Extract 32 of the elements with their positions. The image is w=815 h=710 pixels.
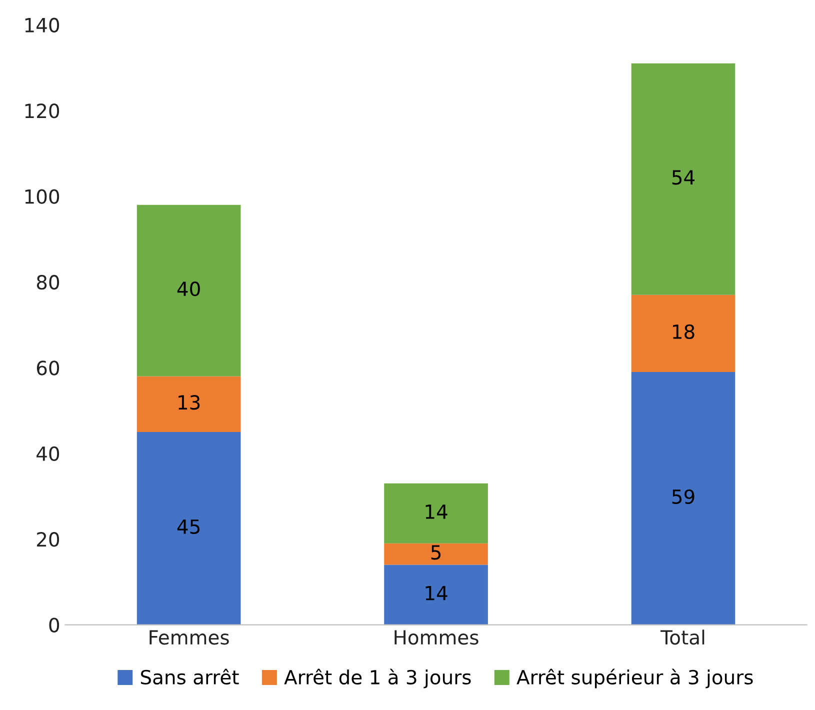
- bar: [136, 376, 241, 432]
- bar: [631, 294, 736, 372]
- legend-label: Sans arrêt: [140, 668, 239, 685]
- bar: [384, 543, 488, 565]
- data-label: 18: [673, 324, 694, 340]
- bar: [384, 564, 488, 625]
- data-label: 5: [431, 545, 441, 560]
- data-label: 54: [672, 170, 695, 185]
- bar: [631, 63, 736, 295]
- data-label: 59: [672, 489, 694, 504]
- data-label: 14: [426, 586, 448, 600]
- y-tick-label: 60: [36, 360, 60, 376]
- data-label: 45: [177, 520, 200, 534]
- y-tick-label: 120: [25, 104, 60, 118]
- y-tick-label: 20: [37, 532, 60, 547]
- y-tick-label: 80: [36, 274, 60, 290]
- data-label: 40: [177, 281, 200, 296]
- data-label: 13: [178, 395, 200, 410]
- y-tick-label: 100: [25, 189, 60, 204]
- y-tick-label: 0: [49, 618, 60, 632]
- bar: [631, 372, 736, 625]
- legend-label: Arrêt de 1 à 3 jours: [284, 668, 471, 688]
- bar: [136, 432, 241, 625]
- y-tick-label: 40: [36, 446, 60, 462]
- bar: [384, 483, 488, 544]
- y-tick-label: 140: [25, 18, 60, 33]
- bar: [136, 204, 241, 376]
- data-label: 14: [426, 504, 448, 519]
- x-tick-label: Hommes: [394, 630, 478, 645]
- legend-label: Arrêt supérieur à 3 jours: [516, 668, 753, 688]
- x-tick-label: Femmes: [150, 630, 229, 645]
- x-tick-label: Total: [660, 630, 704, 645]
